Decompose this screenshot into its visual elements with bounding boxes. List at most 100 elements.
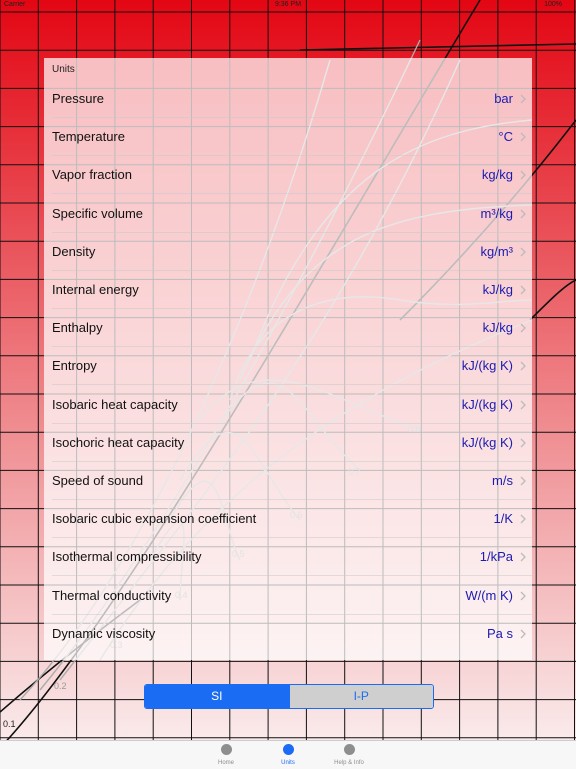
chevron — [520, 285, 526, 295]
chevron — [520, 438, 526, 448]
separator — [52, 155, 532, 157]
carrier: Carrier — [4, 1, 26, 8]
segment[interactable]: SI — [145, 685, 289, 708]
chevron — [520, 552, 526, 562]
separator — [52, 269, 532, 271]
chevron — [520, 476, 526, 486]
chevron — [520, 514, 526, 524]
separator — [52, 308, 532, 309]
separator — [52, 460, 532, 462]
separator — [52, 117, 532, 118]
chevron — [520, 629, 526, 639]
unit-value: kJ/(kg K) — [461, 358, 513, 374]
unit-row[interactable]: Enthalpy kJ/kg — [44, 309, 532, 348]
quantity-label: Enthalpy — [52, 320, 103, 336]
chevron-icon — [520, 361, 526, 371]
tab-label: Help & Info — [334, 760, 364, 766]
separator — [52, 384, 532, 386]
tab[interactable]: Help & Info — [319, 744, 379, 766]
chevron — [520, 209, 526, 219]
unit-value: kJ/kg — [482, 320, 513, 336]
quantity-label: Isothermal compressibility — [52, 549, 202, 565]
chevron-icon — [520, 591, 526, 601]
unit-row[interactable]: Isothermal compressibility 1/kPa — [44, 538, 532, 577]
separator — [52, 193, 532, 195]
unit-value: m³/kg — [480, 205, 514, 221]
unit-row[interactable]: Vapor fraction kg/kg — [44, 156, 532, 195]
chevron-icon — [520, 247, 526, 257]
clock: 9:36 PM — [274, 1, 302, 8]
chart-label: 0.2 — [54, 681, 67, 691]
separator — [52, 499, 532, 500]
chevron-icon — [520, 514, 526, 524]
chevron — [520, 361, 526, 371]
unit-value: bar — [494, 91, 513, 106]
separator — [52, 422, 532, 424]
tab-label: Home — [217, 760, 234, 766]
segment[interactable]: I-P — [288, 685, 433, 708]
chevron — [520, 591, 526, 601]
chevron — [520, 323, 526, 333]
unit-value: kJ/(kg K) — [461, 434, 513, 450]
unit-value: kg/kg — [481, 167, 513, 183]
unit-row[interactable]: Temperature °C — [44, 118, 532, 157]
unit-row[interactable]: Isobaric cubic expansion coefficient 1/K — [44, 500, 532, 539]
chevron-icon — [520, 476, 526, 486]
quantity-label: Temperature — [52, 129, 125, 145]
chevron — [520, 94, 526, 104]
separator — [52, 575, 532, 577]
tab-label: Units — [281, 760, 295, 766]
chevron — [520, 170, 526, 180]
unit-row[interactable]: Entropy kJ/(kg K) — [44, 347, 532, 386]
chevron-icon — [520, 552, 526, 562]
unit-value: kJ/kg — [482, 282, 513, 297]
tab[interactable]: Units — [258, 744, 318, 766]
section-header: Units — [52, 64, 75, 75]
quantity-label: Internal energy — [52, 282, 139, 297]
quantity-label: Specific volume — [52, 205, 144, 221]
tab-icon — [282, 744, 294, 755]
chevron-icon — [520, 209, 526, 219]
unit-row[interactable]: Isochoric heat capacity kJ/(kg K) — [44, 424, 532, 462]
separator — [52, 231, 532, 233]
chevron-icon — [520, 285, 526, 295]
unit-value: Pa s — [486, 625, 513, 641]
unit-row[interactable]: Thermal conductivity W/(m K) — [44, 577, 532, 615]
unit-row[interactable]: Pressure bar — [44, 80, 532, 118]
quantity-label: Speed of sound — [52, 473, 144, 488]
quantity-label: Dynamic viscosity — [52, 625, 156, 641]
unit-value: kJ/(kg K) — [461, 396, 513, 412]
tab[interactable]: Home — [196, 744, 256, 766]
quantity-label: Thermal conductivity — [52, 587, 172, 603]
quantity-label: Isobaric heat capacity — [52, 396, 178, 412]
chevron — [520, 400, 526, 410]
unit-row[interactable]: Internal energy kJ/kg — [44, 271, 532, 309]
unit-row[interactable]: Density kg/m³ — [44, 233, 532, 271]
chevron-icon — [520, 323, 526, 333]
quantity-label: Isochoric heat capacity — [52, 434, 185, 450]
separator — [52, 613, 532, 615]
chevron-icon — [520, 94, 526, 104]
chevron-icon — [520, 170, 526, 180]
tab-icon — [343, 744, 355, 755]
unit-row[interactable]: Dynamic viscosity Pa s — [44, 615, 532, 653]
chevron — [520, 132, 526, 142]
quantity-label: Entropy — [52, 358, 97, 374]
chart-label: 0.1 — [3, 719, 16, 729]
chevron-icon — [520, 400, 526, 410]
unit-value: 1/kPa — [479, 549, 513, 565]
unit-row[interactable]: Isobaric heat capacity kJ/(kg K) — [44, 386, 532, 424]
unit-row[interactable]: Specific volume m³/kg — [44, 195, 532, 233]
chevron — [520, 247, 526, 257]
unit-value: kg/m³ — [480, 243, 514, 259]
quantity-label: Vapor fraction — [52, 167, 132, 183]
chevron-icon — [520, 438, 526, 448]
chevron-icon — [520, 132, 526, 142]
separator — [52, 346, 532, 348]
separator — [52, 537, 532, 539]
quantity-label: Pressure — [52, 91, 105, 106]
unit-row[interactable]: Speed of sound m/s — [44, 462, 532, 500]
units-table: Units Pressure bar Temperature °C Vapor frac… — [44, 58, 532, 660]
battery: 100% — [544, 1, 562, 8]
